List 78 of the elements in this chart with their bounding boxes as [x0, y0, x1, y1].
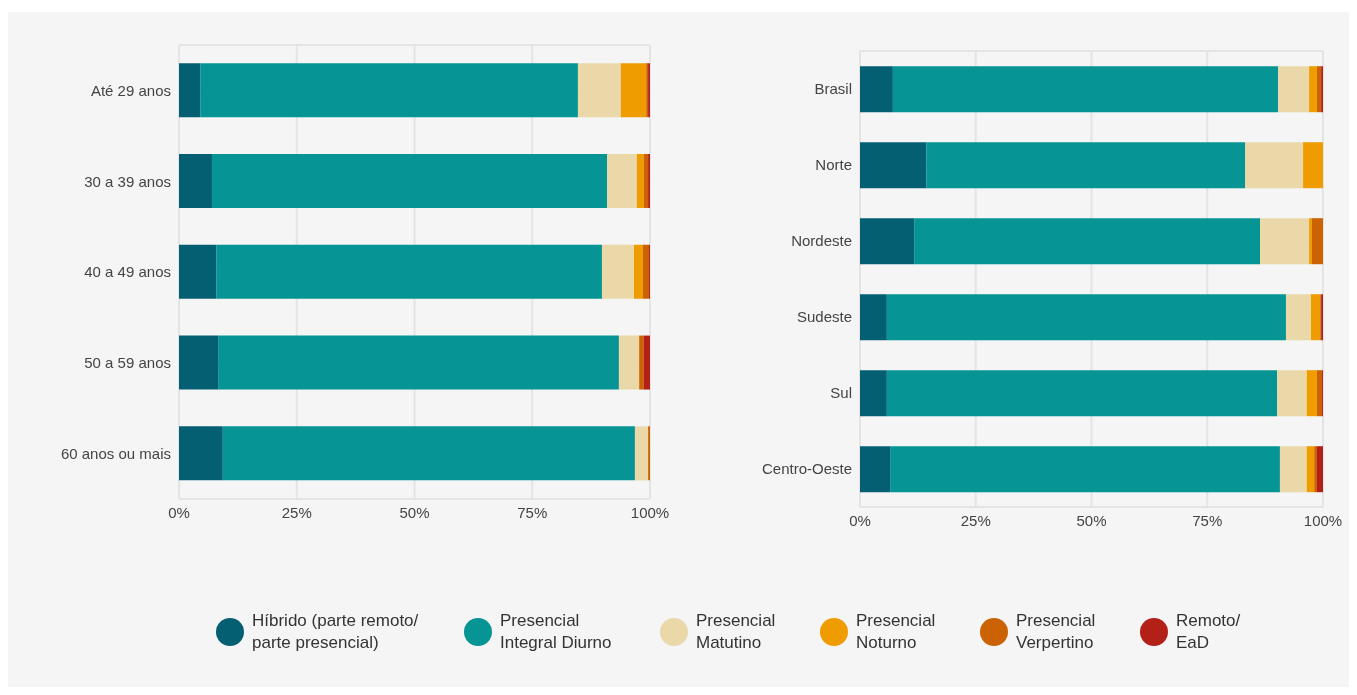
x-tick-label: 25% — [960, 511, 991, 529]
legend-label: Remoto/ EaD — [1176, 610, 1242, 654]
bar — [607, 153, 637, 208]
bar — [1314, 446, 1317, 493]
bar — [1310, 294, 1321, 341]
bar — [636, 153, 644, 208]
bar — [890, 446, 1280, 493]
bar — [886, 370, 1278, 417]
bar — [601, 244, 634, 299]
bar — [1316, 66, 1322, 113]
bar — [1285, 294, 1311, 341]
bar — [642, 244, 650, 299]
bar — [633, 244, 643, 299]
bar — [200, 63, 578, 118]
legend-label: Presencial Integral Diurno — [500, 610, 613, 654]
y-tick-label: 30 a 39 anos — [84, 172, 171, 190]
bar — [1306, 370, 1317, 417]
bar — [914, 218, 1261, 265]
bar — [620, 63, 647, 118]
bar — [179, 426, 223, 481]
y-tick-label: Centro-Oeste — [761, 460, 852, 478]
x-tick-label: 50% — [399, 503, 430, 521]
bar — [860, 446, 891, 493]
y-tick-label: 50 a 59 anos — [84, 354, 171, 372]
x-tick-label: 0% — [168, 503, 190, 521]
bar — [860, 370, 887, 417]
bar — [860, 218, 915, 265]
bar — [860, 66, 893, 113]
y-tick-label: Sul — [830, 384, 852, 402]
bar — [1311, 218, 1323, 265]
bar — [643, 153, 649, 208]
bar — [1309, 218, 1312, 265]
bar — [1303, 142, 1323, 189]
bar — [211, 153, 608, 208]
bar — [1260, 218, 1310, 265]
bar — [1309, 66, 1317, 113]
bar — [860, 294, 887, 341]
y-tick-label: Nordeste — [791, 232, 852, 250]
x-tick-label: 50% — [1076, 511, 1107, 529]
bar — [639, 335, 644, 390]
bar — [179, 335, 219, 390]
bar — [892, 66, 1279, 113]
bar — [222, 426, 635, 481]
bar — [643, 335, 650, 390]
y-tick-label: 40 a 49 anos — [84, 263, 171, 281]
bar — [634, 426, 649, 481]
bar — [1316, 446, 1323, 493]
bar — [179, 153, 212, 208]
y-tick-label: Brasil — [814, 80, 852, 98]
legend-label: Presencial Verpertino — [1016, 610, 1097, 654]
bar — [218, 335, 619, 390]
bar — [886, 294, 1286, 341]
bar — [926, 142, 1246, 189]
bar — [1306, 446, 1315, 493]
bar — [216, 244, 602, 299]
x-tick-label: 75% — [517, 503, 548, 521]
bar — [1245, 142, 1304, 189]
bar — [1279, 446, 1307, 493]
legend-label: Presencial Noturno — [856, 610, 937, 654]
bar — [1278, 66, 1310, 113]
x-tick-label: 100% — [1303, 511, 1343, 529]
bar — [1277, 370, 1307, 417]
y-tick-label: Sudeste — [796, 308, 852, 326]
x-tick-label: 0% — [849, 511, 871, 529]
y-tick-label: 60 anos ou mais — [60, 444, 171, 462]
bar — [577, 63, 621, 118]
bar — [179, 244, 217, 299]
x-tick-label: 75% — [1192, 511, 1223, 529]
x-tick-label: 100% — [630, 503, 670, 521]
bar — [860, 142, 927, 189]
x-tick-label: 25% — [281, 503, 312, 521]
y-tick-label: Até 29 anos — [90, 81, 171, 99]
y-tick-label: Norte — [815, 156, 852, 174]
bar — [1316, 370, 1323, 417]
legend-label: Híbrido (parte remoto/ parte presencial) — [252, 610, 420, 654]
bar — [179, 63, 201, 118]
legend-label: Presencial Matutino — [696, 610, 777, 654]
bar — [618, 335, 640, 390]
